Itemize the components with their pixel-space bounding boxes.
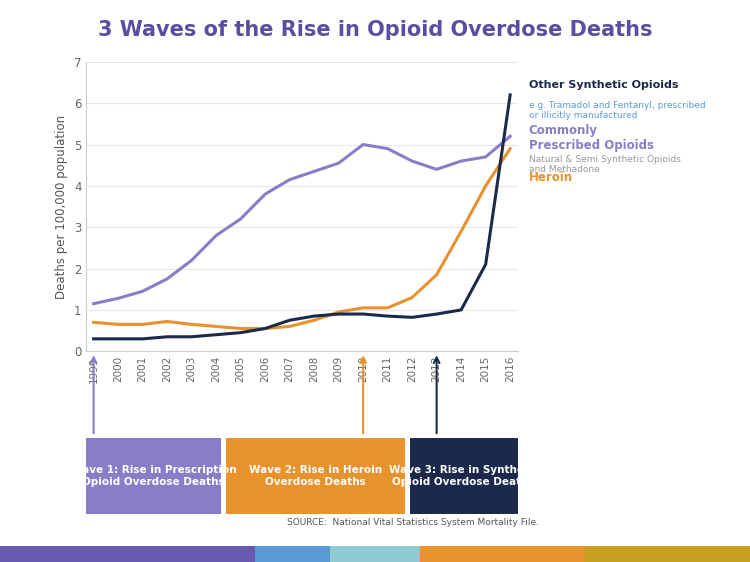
Text: Other Synthetic Opioids: Other Synthetic Opioids: [529, 80, 678, 90]
Y-axis label: Deaths per 100,000 population: Deaths per 100,000 population: [56, 115, 68, 298]
Text: Wave 1: Rise in Prescription
Opioid Overdose Deaths: Wave 1: Rise in Prescription Opioid Over…: [70, 465, 236, 487]
Text: SOURCE:  National Vital Statistics System Mortality File.: SOURCE: National Vital Statistics System…: [286, 518, 538, 527]
Text: Commonly
Prescribed Opioids: Commonly Prescribed Opioids: [529, 124, 654, 152]
Text: Wave 3: Rise in Synthetic
Opioid Overdose Deaths: Wave 3: Rise in Synthetic Opioid Overdos…: [388, 465, 538, 487]
Text: 3 Waves of the Rise in Opioid Overdose Deaths: 3 Waves of the Rise in Opioid Overdose D…: [98, 20, 652, 40]
Text: Heroin: Heroin: [529, 171, 573, 184]
Text: Natural & Semi Synthetic Opioids
and Methadone: Natural & Semi Synthetic Opioids and Met…: [529, 155, 681, 174]
Text: Wave 2: Rise in Heroin
Overdose Deaths: Wave 2: Rise in Heroin Overdose Deaths: [249, 465, 382, 487]
Text: e.g. Tramadol and Fentanyl, prescribed
or illicitly manufactured: e.g. Tramadol and Fentanyl, prescribed o…: [529, 101, 705, 120]
